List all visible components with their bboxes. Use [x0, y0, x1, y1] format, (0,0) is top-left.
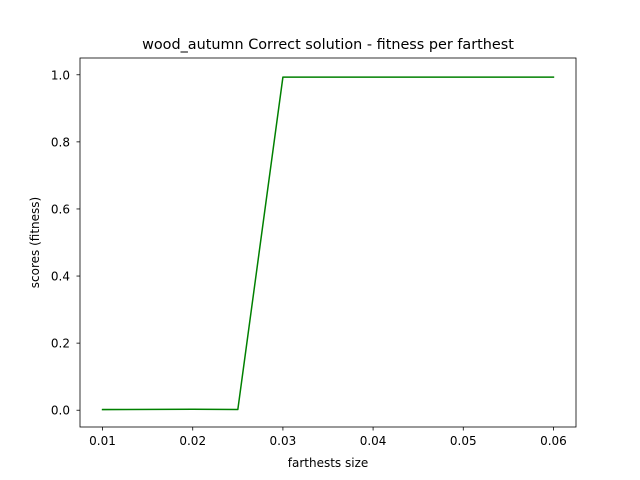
- chart-title: wood_autumn Correct solution - fitness p…: [142, 37, 514, 53]
- x-tick-label: 0.03: [270, 434, 297, 448]
- axes-frame: [79, 57, 577, 428]
- x-axis-label: farthests size: [288, 456, 369, 470]
- x-tick-label: 0.06: [540, 434, 567, 448]
- x-tick-label: 0.05: [450, 434, 477, 448]
- x-tick-label: 0.01: [89, 434, 116, 448]
- y-tick-label: 0.6: [51, 202, 70, 216]
- plot-area: 0.01 0.02 0.03 0.04 0.05 0.06 0.0 0.2 0.4 0.6 0.8 1…: [51, 57, 577, 448]
- y-tick-label: 0.4: [51, 270, 70, 284]
- y-axis-label: scores (fitness): [28, 197, 42, 288]
- x-tick-label: 0.02: [179, 434, 206, 448]
- x-tick-label: 0.04: [360, 434, 387, 448]
- y-tick-label: 0.2: [51, 337, 70, 351]
- y-tick-label: 0.8: [51, 135, 70, 149]
- y-tick-label: 0.0: [51, 404, 70, 418]
- series-line-0: [101, 76, 555, 411]
- y-tick-label: 1.0: [51, 68, 70, 82]
